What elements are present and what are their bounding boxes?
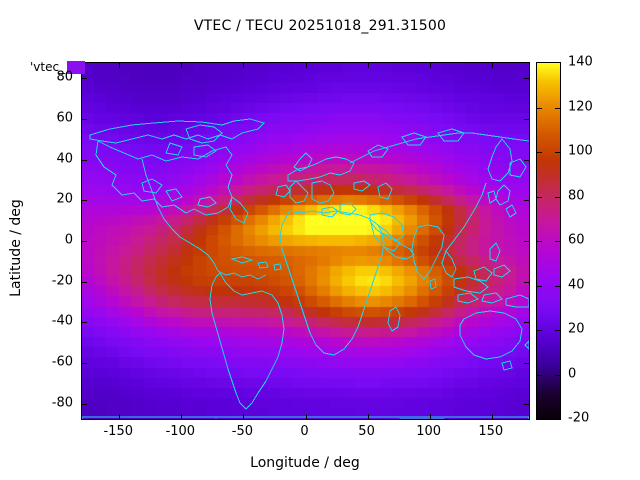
x-axis-tick-label: 100: [416, 424, 442, 439]
y-axis-tick: [82, 159, 87, 161]
y-axis-tick: [524, 241, 529, 242]
y-axis-tick: [524, 78, 529, 80]
colorbar-tick: [555, 107, 560, 109]
x-axis-tick: [367, 414, 369, 419]
y-axis-tick: [524, 118, 529, 120]
y-axis-tick: [524, 403, 529, 405]
x-axis-tick: [491, 63, 493, 68]
colorbar-tick-label: 60: [568, 232, 585, 248]
colorbar-tick: [537, 196, 542, 198]
y-axis-tick: [82, 78, 87, 80]
y-axis-tick: [82, 118, 87, 120]
colorbar: [536, 62, 561, 420]
colorbar-tick: [555, 196, 560, 198]
colorbar-tick-label: -20: [568, 410, 590, 426]
colorbar-tick: [537, 107, 542, 109]
y-axis-tick: [82, 403, 87, 405]
colorbar-tick-label: 40: [568, 277, 585, 292]
map-plot-area: [81, 62, 530, 420]
x-axis-tick: [243, 63, 245, 68]
y-axis-tick-label: 60: [56, 110, 73, 126]
colorbar-tick: [555, 152, 560, 153]
y-axis-tick: [82, 363, 87, 365]
y-axis-tick: [524, 281, 529, 283]
page-title: VTEC / TECU 20251018_291.31500: [193, 18, 447, 34]
y-axis-tick-label: 40: [56, 151, 73, 167]
x-axis-tick: [181, 414, 183, 419]
x-axis-tick: [367, 63, 369, 68]
colorbar-tick-label: 100: [568, 143, 593, 159]
x-axis-tick: [491, 414, 493, 419]
y-axis-tick-label: -20: [51, 273, 73, 289]
y-axis-tick: [82, 322, 87, 324]
y-axis-tick-label: 20: [56, 191, 73, 207]
colorbar-tick: [555, 241, 560, 242]
colorbar-tick-label: 140: [568, 54, 593, 70]
x-axis-tick-label: 50: [358, 424, 375, 439]
x-axis-tick: [305, 63, 307, 68]
x-axis-tick: [429, 63, 431, 68]
y-axis-tick: [82, 281, 87, 283]
colorbar-tick: [555, 330, 560, 331]
colorbar-tick-label: 80: [568, 188, 585, 203]
colorbar-tick: [537, 152, 542, 153]
coastline-overlay: [82, 118, 529, 419]
plot-legend-key: 'vtec_: [30, 60, 86, 74]
y-axis-title: Latitude / deg: [8, 199, 24, 297]
colorbar-tick: [555, 374, 560, 376]
y-axis-tick: [524, 363, 529, 365]
colorbar-tick-label: 20: [568, 321, 585, 337]
y-axis-tick-label: 0: [64, 232, 73, 248]
x-axis-tick-label: 0: [300, 424, 309, 439]
x-axis-tick: [119, 414, 121, 419]
colorbar-tick: [537, 241, 542, 242]
y-axis-tick-label: -80: [51, 395, 73, 411]
y-axis-tick-label: 80: [56, 69, 73, 85]
colorbar-tick: [555, 285, 560, 287]
colorbar-tick-label: 120: [568, 99, 593, 114]
x-axis-tick: [243, 414, 245, 419]
x-axis-tick-label: -100: [165, 424, 196, 439]
y-axis-tick-label: -40: [51, 313, 73, 329]
y-axis-tick-label: -60: [51, 354, 73, 370]
colorbar-tick: [537, 285, 542, 287]
y-axis-tick: [524, 159, 529, 161]
x-axis-tick-label: 150: [478, 424, 504, 439]
x-axis-tick-label: -50: [231, 424, 254, 439]
legend-key-label: 'vtec_: [30, 60, 66, 74]
colorbar-tick: [537, 374, 542, 376]
colorbar-tick: [537, 330, 542, 331]
y-axis-tick: [82, 241, 87, 242]
x-axis-title: Longitude / deg: [250, 455, 360, 471]
colorbar-gradient: [537, 63, 560, 419]
y-axis-tick: [82, 200, 87, 202]
x-axis-tick: [181, 63, 183, 68]
y-axis-tick: [524, 322, 529, 324]
legend-key-swatch: [67, 60, 86, 74]
colorbar-tick-label: 0: [568, 366, 577, 381]
x-axis-tick-label: -150: [103, 424, 134, 439]
y-axis-tick: [524, 200, 529, 202]
x-axis-tick: [119, 63, 121, 68]
x-axis-tick: [429, 414, 431, 419]
x-axis-tick: [305, 414, 307, 419]
